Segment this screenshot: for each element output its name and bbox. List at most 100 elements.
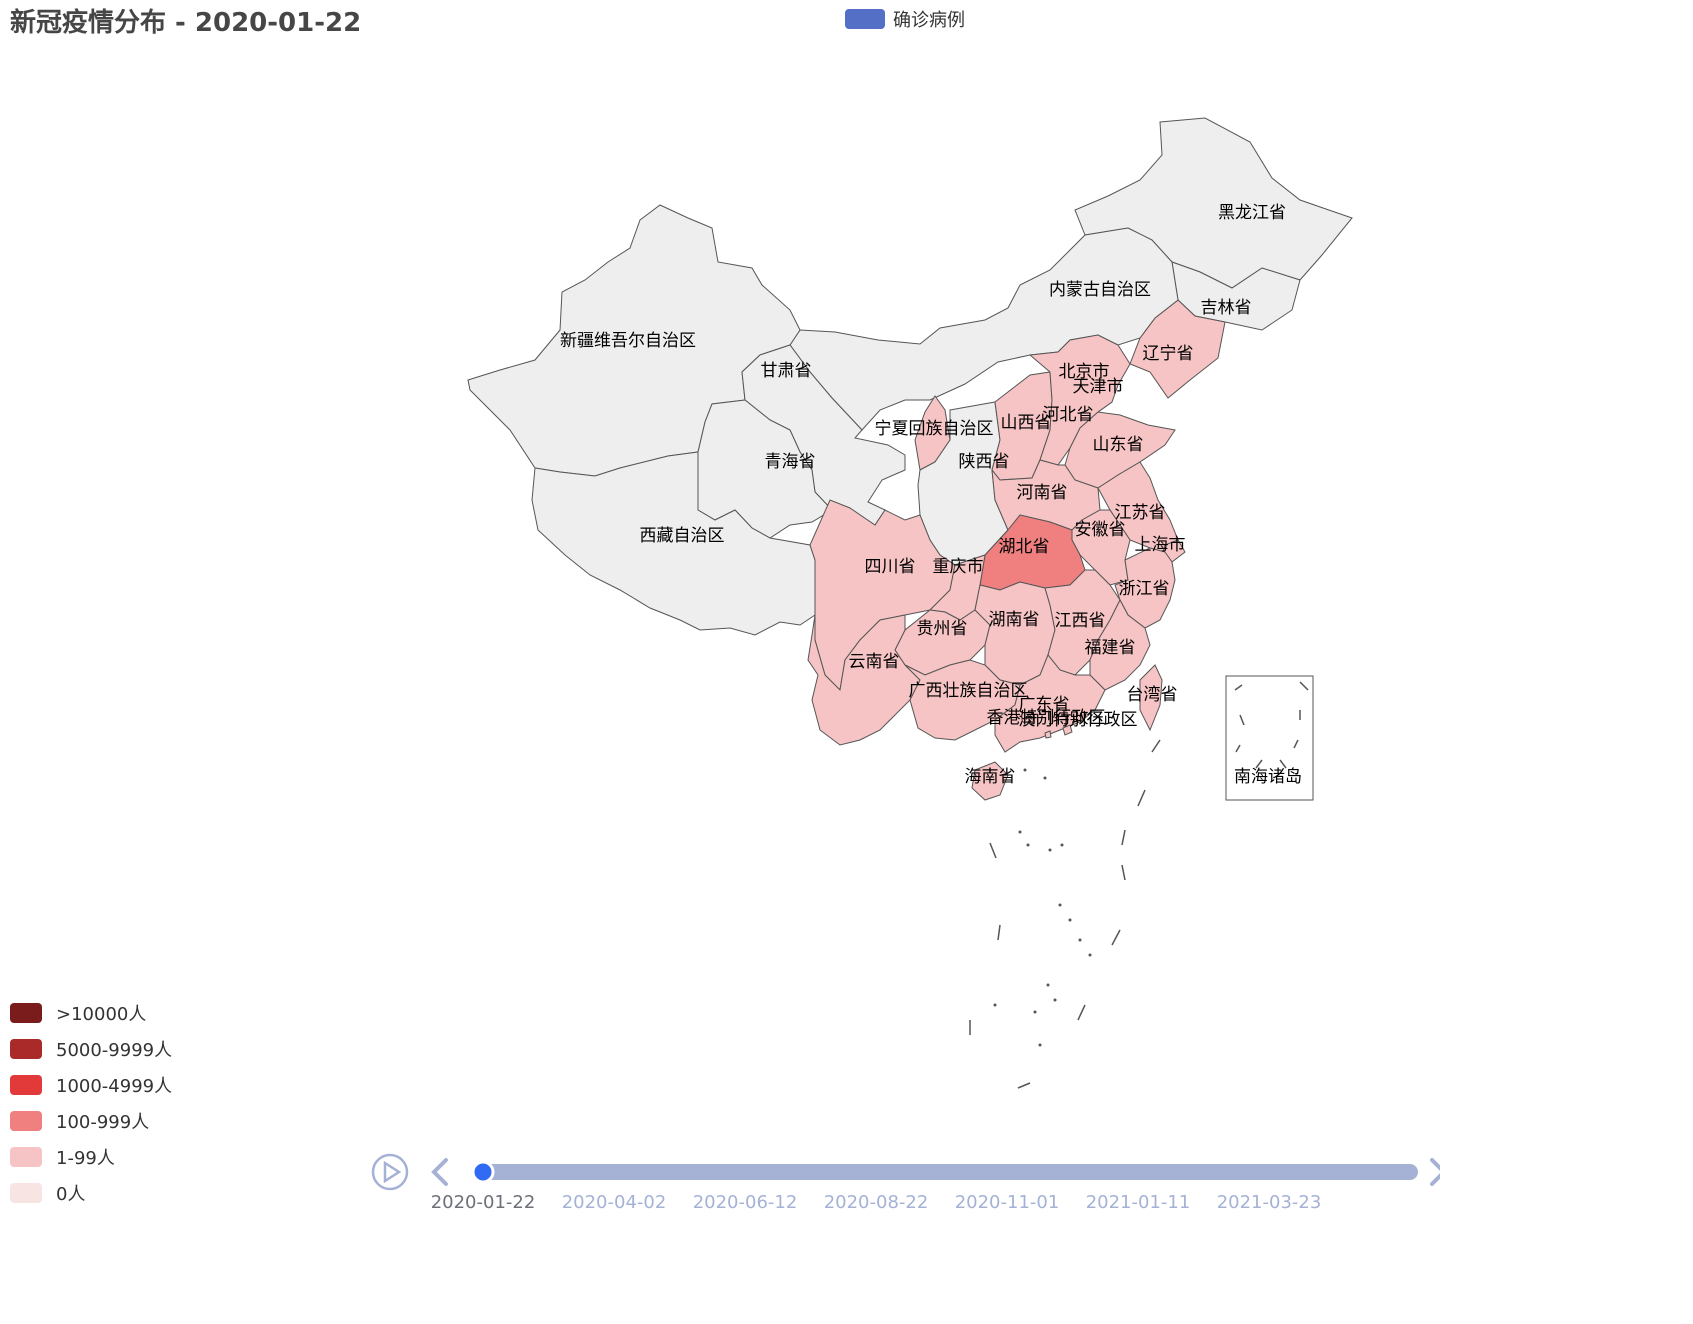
region-label: 江西省 — [1055, 611, 1106, 631]
region-广东省[interactable] — [994, 654, 1106, 753]
timeline-handle[interactable] — [471, 1160, 495, 1184]
visual-map-label: >10000人 — [56, 1004, 147, 1025]
region-label: 重庆市 — [933, 557, 984, 577]
series-legend[interactable]: 确诊病例 — [845, 6, 965, 32]
region-label: 吉林省 — [1201, 298, 1252, 318]
region-label: 甘肃省 — [761, 361, 812, 381]
region-内蒙古自治区[interactable] — [789, 227, 1179, 431]
island-dash — [1235, 744, 1241, 753]
timeline-label[interactable]: 2021-03-23 — [1217, 1192, 1322, 1213]
region-海南省[interactable] — [971, 761, 1009, 801]
island-dot — [1018, 830, 1022, 834]
visual-map-item[interactable]: 0人 — [10, 1175, 172, 1211]
region-label: 云南省 — [849, 652, 900, 672]
island-dot — [1026, 843, 1030, 847]
visual-map-swatch — [10, 1003, 42, 1023]
play-button[interactable] — [371, 1153, 409, 1191]
region-label: 山东省 — [1093, 435, 1144, 455]
island-dot — [1043, 776, 1047, 780]
region-label: 四川省 — [865, 557, 916, 577]
island-dash — [1151, 739, 1161, 753]
visual-map-swatch — [10, 1183, 42, 1203]
region-浙江省[interactable] — [1114, 547, 1176, 629]
chart-title: 新冠疫情分布 - 2020-01-22 — [10, 8, 362, 38]
island-dot — [1023, 768, 1027, 772]
region-label: 台湾省 — [1127, 685, 1178, 705]
chevron-right-icon[interactable] — [1430, 1158, 1440, 1186]
region-label: 宁夏回族自治区 — [875, 419, 994, 439]
region-label: 香港特别行政区 — [987, 708, 1106, 728]
island-dot — [1060, 843, 1064, 847]
region-label: 澳门特别行政区 — [1019, 710, 1138, 730]
timeline-label[interactable]: 2020-06-12 — [693, 1192, 798, 1213]
island-dot — [1053, 998, 1057, 1002]
timeline-label[interactable]: 2020-04-02 — [562, 1192, 667, 1213]
visual-map-item[interactable]: 100-999人 — [10, 1103, 172, 1139]
region-label: 河南省 — [1017, 483, 1068, 503]
region-label: 江苏省 — [1115, 503, 1166, 523]
chevron-left-icon[interactable] — [431, 1158, 448, 1186]
region-label: 安徽省 — [1075, 520, 1126, 540]
island-dash — [1255, 759, 1263, 769]
island-dot — [1038, 1043, 1042, 1047]
timeline-track[interactable] — [478, 1164, 1418, 1180]
visual-map-item[interactable]: 5000-9999人 — [10, 1031, 172, 1067]
visual-map-swatch — [10, 1147, 42, 1167]
region-label: 辽宁省 — [1143, 344, 1194, 364]
island-dot — [1058, 903, 1062, 907]
region-label: 北京市 — [1059, 362, 1110, 382]
visual-map-label: 0人 — [56, 1184, 86, 1205]
timeline[interactable]: 2020-01-22 2020-04-02 2020-06-12 2020-08-22… — [360, 1138, 1440, 1218]
region-label: 西藏自治区 — [640, 526, 725, 546]
island-dash — [1234, 684, 1243, 691]
visual-map-item[interactable]: >10000人 — [10, 995, 172, 1031]
timeline-label[interactable]: 2021-01-11 — [1086, 1192, 1191, 1213]
timeline-label[interactable]: 2020-11-01 — [955, 1192, 1060, 1213]
island-dot — [993, 1003, 997, 1007]
island-dot — [1048, 848, 1052, 852]
visual-map-label: 1-99人 — [56, 1148, 115, 1169]
island-dash — [989, 842, 997, 859]
south-sea-islands — [969, 681, 1309, 1089]
island-dot — [1068, 918, 1072, 922]
island-dash — [997, 924, 1001, 941]
region-label: 广东省 — [1019, 695, 1070, 715]
timeline-labels: 2020-01-22 2020-04-02 2020-06-12 2020-08-22… — [431, 1192, 1322, 1213]
island-dash — [1299, 681, 1309, 691]
visual-map-swatch — [10, 1111, 42, 1131]
region-label: 南海诸岛 — [1234, 767, 1302, 787]
island-dash — [1077, 1004, 1086, 1021]
visual-map-swatch — [10, 1075, 42, 1095]
region-label: 海南省 — [965, 767, 1016, 787]
visual-map-swatch — [10, 1039, 42, 1059]
region-label: 河北省 — [1043, 405, 1094, 425]
legend-label: 确诊病例 — [893, 10, 965, 31]
island-dot — [1088, 953, 1092, 957]
region-label: 山西省 — [1001, 413, 1052, 433]
island-dot — [1078, 938, 1082, 942]
region-南海诸岛[interactable] — [1225, 675, 1314, 801]
region-福建省[interactable] — [1089, 598, 1151, 691]
region-label: 上海市 — [1135, 535, 1186, 555]
visual-map[interactable]: >10000人 5000-9999人 1000-4999人 100-999人 1-99人… — [10, 995, 172, 1211]
legend-swatch — [845, 9, 885, 29]
timeline-label[interactable]: 2020-08-22 — [824, 1192, 929, 1213]
region-label: 福建省 — [1085, 638, 1136, 658]
region-label: 湖北省 — [999, 537, 1050, 557]
timeline-label[interactable]: 2020-01-22 — [431, 1192, 536, 1213]
region-香港特别行政区[interactable] — [1062, 724, 1073, 736]
region-label: 贵州省 — [917, 619, 968, 639]
region-label: 黑龙江省 — [1218, 203, 1286, 223]
play-icon-triangle — [383, 1160, 402, 1184]
region-澳门特别行政区[interactable] — [1044, 730, 1052, 739]
visual-map-item[interactable]: 1-99人 — [10, 1139, 172, 1175]
region-台湾省[interactable] — [1139, 664, 1163, 732]
island-dash — [1121, 829, 1126, 846]
region-label: 广西壮族自治区 — [909, 681, 1028, 701]
island-dash — [1121, 864, 1126, 881]
region-label: 内蒙古自治区 — [1049, 280, 1151, 300]
visual-map-item[interactable]: 1000-4999人 — [10, 1067, 172, 1103]
island-dash — [1137, 789, 1146, 807]
region-label: 天津市 — [1073, 377, 1124, 397]
